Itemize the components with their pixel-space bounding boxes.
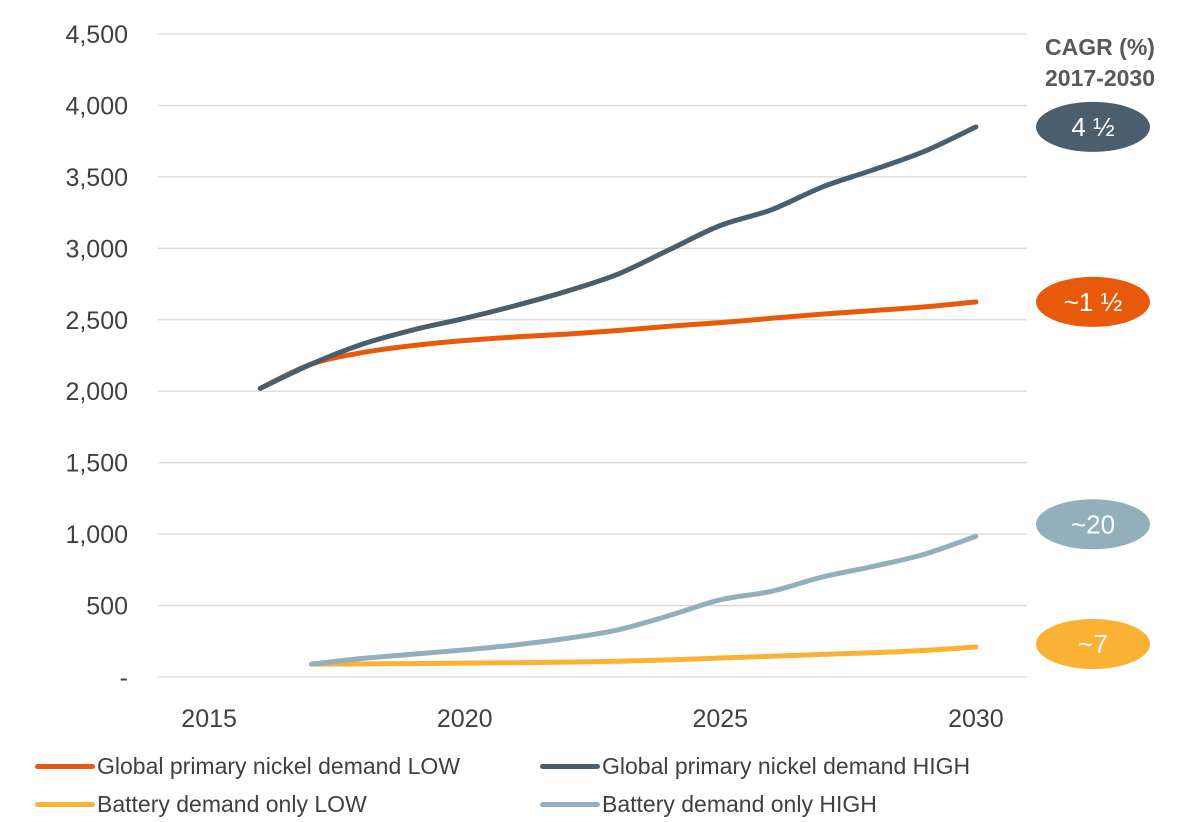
x-tick-label: 2025 — [692, 705, 748, 733]
series-line-4 — [308, 533, 979, 667]
legend: Global primary nickel demand LOW Global … — [0, 745, 1193, 822]
legend-label: Global primary nickel demand HIGH — [602, 752, 971, 779]
legend-item-battery-low: Battery demand only LOW — [35, 789, 367, 819]
y-axis: - 500 1,000 1,500 2,000 2,500 3,000 3,500 4,000 4… — [65, 21, 128, 692]
y-tick-label: - — [120, 664, 128, 692]
x-tick-label: 2030 — [948, 705, 1004, 733]
cagr-badge-4: ~20 — [1036, 499, 1150, 550]
cagr-panel: CAGR (%) 2017-2030 — [1045, 34, 1155, 91]
cagr-badge-shape — [1036, 499, 1150, 550]
y-tick-label: 500 — [86, 593, 128, 621]
y-tick-label: 2,000 — [65, 378, 128, 406]
cagr-badges: ~1 ½ 4 ½ ~7 ~20 — [1036, 101, 1150, 669]
series-line-3 — [308, 644, 979, 667]
series-line-1 — [257, 299, 979, 391]
legend-swatch — [35, 763, 95, 769]
y-tick-label: 1,000 — [65, 521, 128, 549]
legend-label: Battery demand only HIGH — [602, 790, 877, 817]
grid-lines — [158, 33, 1027, 678]
legend-item-global-low: Global primary nickel demand LOW — [35, 751, 460, 781]
series-line-2 — [257, 124, 979, 391]
x-tick-label: 2020 — [437, 705, 493, 733]
cagr-badge-value: ~1 ½ — [1064, 287, 1123, 317]
cagr-badge-shape — [1036, 101, 1150, 152]
cagr-badge-shape — [1036, 618, 1150, 669]
cagr-title-line-1: CAGR (%) — [1045, 34, 1155, 60]
cagr-badge-2: 4 ½ — [1036, 101, 1150, 152]
legend-swatch — [540, 801, 600, 807]
y-tick-label: 3,500 — [65, 164, 128, 192]
cagr-badge-value: ~20 — [1071, 509, 1115, 539]
legend-label: Global primary nickel demand LOW — [97, 752, 461, 779]
y-tick-label: 2,500 — [65, 307, 128, 335]
legend-item-battery-high: Battery demand only HIGH — [540, 789, 877, 819]
x-tick-label: 2015 — [181, 705, 237, 733]
y-tick-label: 4,500 — [65, 21, 128, 49]
cagr-badge-value: 4 ½ — [1071, 112, 1114, 142]
series-lines — [257, 124, 979, 667]
line-chart: - 500 1,000 1,500 2,000 2,500 3,000 3,500 4,000 4… — [65, 21, 1155, 733]
cagr-badge-3: ~7 — [1036, 618, 1150, 669]
x-axis: 2015 2020 2025 2030 — [181, 705, 1003, 733]
legend-swatch — [35, 801, 95, 807]
y-tick-label: 1,500 — [65, 450, 128, 478]
legend-label: Battery demand only LOW — [97, 790, 367, 817]
cagr-badge-value: ~7 — [1078, 629, 1108, 659]
y-tick-label: 4,000 — [65, 92, 128, 120]
legend-swatch — [540, 763, 600, 769]
y-tick-label: 3,000 — [65, 235, 128, 263]
cagr-title-line-2: 2017-2030 — [1045, 65, 1155, 91]
legend-item-global-high: Global primary nickel demand HIGH — [540, 751, 970, 781]
cagr-badge-shape — [1036, 276, 1150, 327]
cagr-badge-1: ~1 ½ — [1036, 276, 1150, 327]
